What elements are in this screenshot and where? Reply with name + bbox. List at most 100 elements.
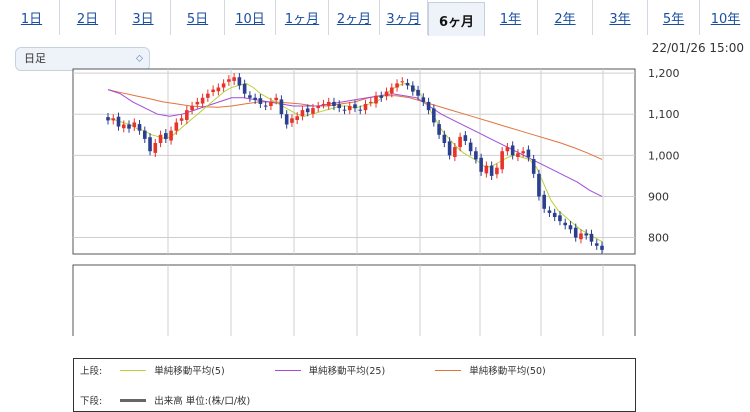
candle-body (158, 134, 163, 143)
interval-select-value: 日足 (24, 52, 46, 65)
candle-body (316, 106, 321, 109)
candle-body (405, 82, 410, 86)
tab-9[interactable]: 6ヶ月 (428, 2, 485, 37)
candle-body (311, 108, 315, 114)
candle-body (290, 118, 294, 123)
candle-body (116, 116, 121, 127)
candle-body (594, 243, 599, 246)
candle-body (216, 87, 221, 92)
candle-body (411, 85, 415, 92)
candle-body (284, 114, 289, 125)
candle-body (447, 141, 452, 156)
legend-volume: 出来高 単位:(株/口/枚) (154, 396, 251, 407)
candle-body (526, 149, 531, 158)
period-tabs: 1日 2日 3日 5日 10日 1ヶ月 2ヶ月 3ヶ月 6ヶ月 1年 2年 3年 5年 10年 (0, 0, 750, 37)
candle-body (563, 222, 568, 226)
candle-body (458, 136, 462, 148)
tab-3[interactable]: 3日 (116, 0, 171, 35)
candle-body (121, 124, 126, 129)
candle-body (542, 194, 546, 209)
y-tick-label: 1,200 (648, 67, 680, 80)
candle-body (300, 110, 305, 117)
y-tick-label: 1,100 (648, 108, 680, 121)
chevron-updown-icon: ⬦ (136, 53, 143, 64)
candle-body (242, 83, 247, 94)
ma25-swatch (274, 369, 301, 371)
tab-8[interactable]: 3ヶ月 (380, 0, 428, 35)
candle-body (295, 116, 299, 120)
candle-body (279, 99, 284, 115)
candle-body (137, 124, 142, 131)
tab-12[interactable]: 3年 (593, 0, 648, 35)
candle-body (374, 95, 378, 104)
candle-body (321, 103, 326, 105)
candle-body (505, 147, 510, 152)
price-plot-frame (72, 68, 636, 255)
legend-ma5: 単純移動平均(5) (154, 366, 225, 377)
candle-body (263, 105, 268, 107)
legend-ma25: 単純移動平均(25) (308, 366, 386, 377)
candle-body (400, 81, 405, 83)
candle-body (495, 167, 499, 175)
volume-plot-frame (72, 264, 636, 336)
legend-ma50: 単純移動平均(50) (469, 366, 546, 377)
candle-body (589, 233, 594, 242)
candle-body (164, 133, 168, 139)
candle-body (368, 101, 373, 103)
timestamp: 22/01/26 15:00 (651, 41, 744, 55)
tab-13[interactable]: 5年 (648, 0, 700, 35)
candle-body (421, 97, 426, 102)
candle-body (127, 124, 131, 129)
volume-swatch (120, 398, 147, 402)
candle-body (347, 106, 352, 111)
legend-box: 上段: 単純移動平均(5) 単純移動平均(25) 単純移動平均(50) 下段: … (73, 358, 636, 412)
candle-body (358, 109, 363, 111)
tab-11[interactable]: 2年 (538, 0, 593, 35)
candle-body (148, 137, 152, 152)
candle-body (489, 165, 494, 176)
candle-body (426, 101, 431, 111)
candle-body (547, 210, 552, 213)
candle-body (106, 117, 110, 121)
interval-select[interactable]: 日足 ⬦ (15, 47, 150, 71)
candle-body (484, 165, 489, 174)
candle-body (500, 151, 504, 170)
candle-body (337, 104, 342, 109)
candle-body (384, 91, 389, 97)
candle-body (395, 83, 399, 88)
candle-body (568, 225, 573, 230)
candle-body (253, 97, 257, 100)
y-tick-label: 1,000 (648, 149, 680, 162)
candle-body (232, 77, 236, 81)
candle-body (437, 124, 441, 135)
candle-body (190, 106, 194, 111)
legend-lower-label: 下段: (80, 396, 103, 407)
ma25-line (107, 89, 603, 197)
candle-body (600, 245, 604, 250)
y-tick-label: 900 (648, 190, 669, 203)
candle-body (432, 108, 436, 123)
candle-body (332, 101, 336, 106)
tab-10[interactable]: 1年 (484, 0, 538, 35)
candle-body (132, 122, 137, 127)
candle-body (516, 153, 520, 157)
tab-14[interactable]: 10年 (700, 0, 750, 35)
candle-body (200, 97, 205, 104)
candle-body (521, 151, 525, 154)
tab-4[interactable]: 5日 (171, 0, 225, 35)
chart-panel: 日足 ⬦ 22/01/26 15:00 800 900 1,000 1,100 1,20… (0, 36, 750, 412)
tab-6[interactable]: 1ヶ月 (276, 0, 329, 35)
ma5-swatch (120, 369, 147, 371)
tab-1[interactable]: 1日 (4, 0, 60, 35)
candle-body (248, 95, 252, 98)
ma50-swatch (435, 369, 462, 371)
tab-5[interactable]: 10日 (225, 0, 276, 35)
candle-body (274, 97, 278, 101)
candle-body (389, 87, 394, 94)
tab-7[interactable]: 2ヶ月 (329, 0, 380, 35)
tab-2[interactable]: 2日 (60, 0, 116, 35)
candle-body (326, 101, 331, 106)
candle-body (342, 109, 347, 111)
candle-body (227, 79, 231, 82)
